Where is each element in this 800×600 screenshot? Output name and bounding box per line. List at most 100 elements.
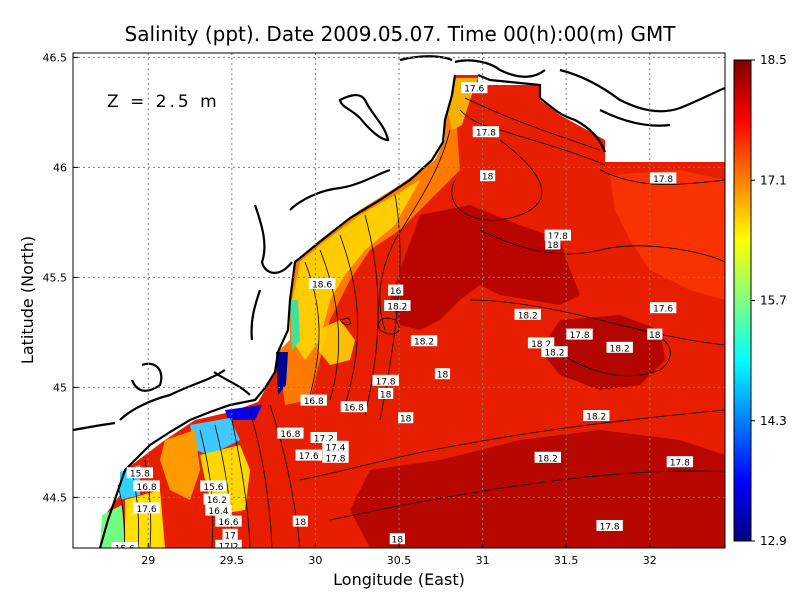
contour-label-box [252,588,278,599]
contour-label-box [133,502,160,514]
contour-label: 18 [380,391,392,401]
contour-label-box [596,520,623,531]
contour-label: 17.4 [116,586,136,596]
estuary-plume [100,505,125,548]
contour-label: 17.8 [600,523,620,533]
contour-label: 18.6 [312,281,332,291]
contour-label: 17 [224,531,235,541]
plot-area: Z = 2.5 m 17.617.818 17.817.81818.61618.2… [73,53,725,600]
contour-label-box [308,278,336,289]
contour-label-box [545,238,561,250]
contour-label: 15.6 [115,558,135,568]
colorbar-tick-label: 14.3 [760,414,787,428]
coastal-plume [292,180,420,360]
contour-label: 17.8 [570,331,590,341]
contour-label: 18.2 [518,311,538,321]
contour-label-box [534,451,561,463]
contour-label: 17.2 [314,435,334,445]
high-salinity-zone [350,430,725,548]
contour-label: 18 [400,415,412,425]
contour-label-box [310,432,337,443]
coastline [73,55,725,548]
x-tick-label: 29.5 [220,554,245,567]
y-axis-title: Latitude (North) [18,236,37,364]
estuary-plume [290,300,300,350]
contour-label: 17.8 [255,591,275,600]
contour-label: 16 [390,287,402,297]
contour-label: 17.8 [325,454,345,464]
contour-label: 17.6 [299,452,319,462]
contour-label-box [292,515,308,527]
mid-salinity-zone [610,170,725,300]
depth-label: Z = 2.5 m [107,92,220,112]
estuary-plume [225,405,262,420]
contour-label-box [203,493,230,505]
x-axis-title: Longitude (East) [333,570,465,589]
contour-label: 18.2 [586,413,606,423]
contour-label-box [544,229,572,241]
contour-label: 17.8 [653,175,673,185]
contour-label: 16.8 [280,430,300,440]
x-tick-label: 32 [643,554,657,567]
contour-label-box [384,300,411,311]
contour-label-box [133,480,160,492]
contour-label-box [295,449,322,461]
contour-label: 17.8 [548,232,568,242]
contour-label: 18.2 [544,349,564,359]
contour-label-box [649,172,677,184]
contour-label: 17.8 [476,129,496,139]
estuary-plume [125,490,165,548]
coastal-plume [318,320,355,365]
contour-label-box [461,82,488,94]
y-tick-label: 46 [53,161,67,174]
contour-label-box [322,440,349,452]
contour-label-box [583,410,610,421]
contour-label-box [111,542,139,548]
contour-label-box [300,394,327,406]
contour-label-box [514,308,541,320]
contour-label-box [215,539,242,548]
y-axis: 44.5 45 45.5 46 46.5 [43,51,78,504]
contour-label: 15.6 [203,483,223,493]
contour-label: 18.2 [387,303,407,313]
colorbar-tick-label: 15.7 [760,294,787,308]
contour-label-box [647,328,663,340]
colorbar-tick-label: 18.5 [760,53,787,67]
estuary-plume [276,352,288,395]
contour-label-box [222,528,238,540]
contour-label-box [480,170,496,182]
contour-label-box [277,427,304,439]
contour-label-box [649,302,677,314]
x-axis: 29 29.5 30 30.5 31 31.5 32 [141,543,657,567]
contour-label-box [541,346,568,358]
contour-labels: 17.617.818 17.817.81818.61618.218.217.617… [111,82,694,600]
y-tick-label: 45.5 [43,271,68,284]
contour-label: 17.6 [137,505,157,515]
contour-label-box [410,335,438,347]
contour-label-box [378,388,394,399]
contour-label-box [200,480,227,492]
contour-label-box [112,555,138,566]
contour-label-box [666,456,694,468]
contour-label: 18.2 [538,454,558,464]
estuary-plume [160,430,200,500]
contour-label: 16.8 [304,397,324,407]
contour-label-box [372,374,399,386]
contour-label-box [126,467,154,479]
contour-label: 18 [547,241,559,251]
grid-lines [73,53,725,548]
contour-label: 17.8 [670,459,690,469]
colorbar-tick-label: 12.9 [760,534,787,548]
contour-label: 15.6 [115,545,135,555]
contour-label: 16.2 [207,496,227,506]
contour-label-box [112,568,138,579]
contour-label: 18 [482,173,494,183]
x-tick-label: 30 [308,554,322,567]
contour-label-box [472,126,500,138]
contour-label: 16.4 [208,507,228,517]
contour-label: 16.8 [344,404,364,414]
y-tick-label: 46.5 [43,51,68,64]
contour-label-box [388,284,404,296]
contour-label: 18 [392,536,404,546]
contour-label-box [322,451,349,463]
